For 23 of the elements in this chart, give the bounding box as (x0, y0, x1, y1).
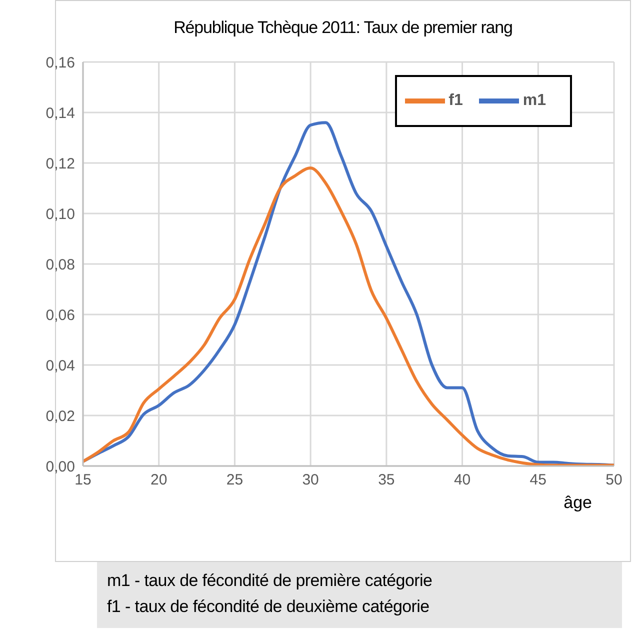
x-tick-label: 35 (378, 472, 395, 489)
y-tick-label: 0,12 (46, 155, 75, 172)
text: m1 - taux de fécondité de première catégorie (107, 570, 434, 592)
text: f1 - taux de fécondité de deuxième catégorie (107, 596, 430, 618)
y-tick-label: 0,02 (46, 408, 75, 425)
x-tick-label: 20 (150, 472, 168, 489)
y-tick-label: 0,14 (46, 104, 75, 122)
x-axis-title: âge (564, 493, 592, 512)
y-tick-label: 0,00 (46, 458, 75, 476)
x-tick-label: 15 (74, 472, 92, 489)
x-tick-label: 40 (454, 472, 471, 489)
legend-label: m1 (522, 92, 546, 110)
y-tick-label: 0,06 (46, 306, 75, 324)
y-tick-label: 0,16 (46, 54, 75, 72)
x-tick-label: 50 (606, 472, 622, 489)
x-tick-label: 25 (226, 472, 244, 489)
x-tick-label: 30 (302, 472, 319, 489)
y-tick-label: 0,10 (46, 206, 75, 223)
legend-label: f1 (448, 92, 463, 110)
chart-title: République Tchèque 2011: Taux de premier rang (172, 18, 514, 38)
x-tick-label: 45 (530, 472, 546, 489)
y-tick-label: 0,08 (46, 256, 75, 274)
y-tick-label: 0,04 (46, 357, 75, 374)
